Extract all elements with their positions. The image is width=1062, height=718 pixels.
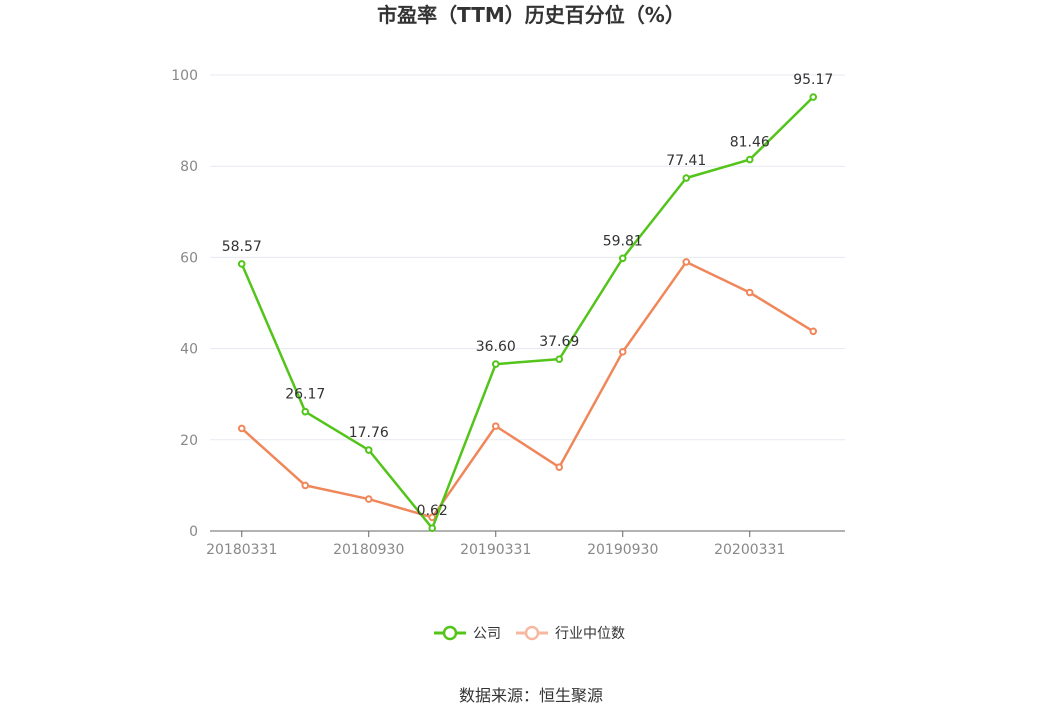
y-axis-ticks: 0 20 40 60 80 100 <box>171 68 198 540</box>
chart-title: 市盈率（TTM）历史百分位（%） <box>377 3 685 27</box>
data-source: 数据来源：恒生聚源 <box>459 686 603 705</box>
data-point-industry-median <box>428 513 437 522</box>
series-line-company <box>240 96 815 530</box>
data-point-company <box>682 174 691 182</box>
x-tick-label: 20190930 <box>587 542 658 558</box>
data-point-industry-median <box>237 424 246 433</box>
data-label-company: 81.46 <box>730 135 770 151</box>
data-point-industry-median <box>618 347 627 356</box>
series-line-industry-median <box>240 260 814 519</box>
y-tick-label: 0 <box>189 524 198 540</box>
legend-marker-industry-median <box>524 625 540 641</box>
data-label-company: 58.57 <box>222 239 262 255</box>
data-point-company <box>428 524 437 532</box>
y-tick-label: 40 <box>180 342 198 358</box>
data-label-company: 17.76 <box>349 425 389 441</box>
x-tick-label: 20180930 <box>333 542 404 558</box>
x-tick-label: 20200331 <box>714 542 785 558</box>
data-labels: 58.57 26.17 17.76 0.62 36.60 37.69 59.81 77.41 8… <box>222 72 834 519</box>
legend-item-industry-median[interactable]: 行业中位数 <box>516 625 625 642</box>
x-axis: 20180331 20180930 20190331 20190930 20200331 <box>206 530 845 558</box>
data-point-industry-median <box>555 463 564 471</box>
data-label-company: 59.81 <box>603 233 643 249</box>
data-point-company <box>364 446 373 454</box>
legend-item-company[interactable]: 公司 <box>434 625 501 642</box>
data-label-company: 36.60 <box>476 339 516 355</box>
y-tick-label: 80 <box>180 159 198 175</box>
x-tick-label: 20190331 <box>460 542 531 558</box>
data-point-company <box>301 407 310 416</box>
x-tick-label: 20180331 <box>206 542 277 558</box>
y-tick-label: 60 <box>180 250 198 266</box>
legend-label-industry-median: 行业中位数 <box>555 626 625 642</box>
data-point-company <box>618 254 627 263</box>
grid <box>210 74 845 441</box>
data-point-company <box>745 155 754 164</box>
data-point-company <box>809 93 818 101</box>
y-tick-label: 100 <box>171 68 198 84</box>
data-label-company: 0.62 <box>417 503 448 519</box>
data-label-company: 26.17 <box>285 387 325 403</box>
data-label-company: 77.41 <box>666 153 706 169</box>
data-point-industry-median <box>491 422 500 430</box>
data-point-company <box>555 355 564 363</box>
data-point-industry-median <box>745 288 754 297</box>
data-point-industry-median <box>301 481 310 490</box>
data-point-company <box>237 260 246 268</box>
data-point-industry-median <box>682 258 691 266</box>
legend[interactable]: 公司 行业中位数 <box>434 625 625 642</box>
legend-marker-company <box>442 625 458 641</box>
data-point-company <box>491 360 500 368</box>
series-lines <box>237 93 818 532</box>
data-label-company: 37.69 <box>539 334 579 350</box>
data-point-industry-median <box>809 327 818 336</box>
data-point-industry-median <box>364 495 373 503</box>
data-label-company: 95.17 <box>793 72 833 88</box>
legend-label-company: 公司 <box>473 626 501 642</box>
y-tick-label: 20 <box>180 433 198 449</box>
